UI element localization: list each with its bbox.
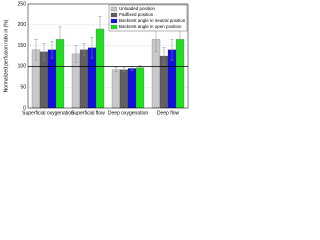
legend-swatch (110, 6, 118, 12)
error-bar (162, 47, 166, 65)
error-bar (170, 39, 174, 61)
legend-swatch (110, 24, 118, 30)
legend-label: Backrest angle in open position (119, 24, 182, 29)
error-bar (122, 67, 126, 73)
plot-frame (27, 3, 189, 109)
error-bar (58, 26, 62, 53)
error-bar (114, 67, 118, 73)
error-bar (98, 16, 102, 42)
y-tick-label: 100 (18, 64, 27, 70)
error-bar (50, 41, 54, 59)
error-bar (82, 43, 86, 57)
bar (127, 68, 137, 109)
error-bar (90, 37, 94, 59)
error-bar (74, 45, 78, 63)
x-tick-label: Superficial flow (71, 110, 105, 116)
y-tick-label: 150 (18, 43, 27, 49)
legend-label: Padfixed position (119, 12, 154, 17)
x-tick-label: Deep oxygenation (108, 110, 149, 116)
legend-label: Unloaded position (119, 6, 156, 11)
y-tick-label: 250 (18, 1, 27, 7)
error-bar (34, 39, 38, 61)
y-axis-label: Normalized perfusion ratio in (%) (3, 19, 9, 92)
x-tick-label: Deep flow (157, 110, 180, 116)
bar (47, 49, 57, 109)
bar (135, 67, 145, 109)
error-bar (42, 43, 46, 61)
legend-swatch (110, 12, 118, 18)
y-tick-label: 0 (23, 105, 26, 111)
y-tick-label: 50 (20, 85, 26, 91)
y-tick-label: 200 (18, 22, 27, 28)
bar (119, 69, 129, 109)
legend-label: Backrest angle in neutral position (119, 18, 186, 23)
x-tick-label: Superficial oxygenation (22, 110, 74, 116)
legend-swatch (110, 18, 118, 24)
legend-box (108, 4, 188, 32)
bar (79, 49, 89, 109)
chart: Normalized perfusion ratio in (%) 0 50 100… (3, 1, 189, 116)
bar (111, 69, 121, 109)
